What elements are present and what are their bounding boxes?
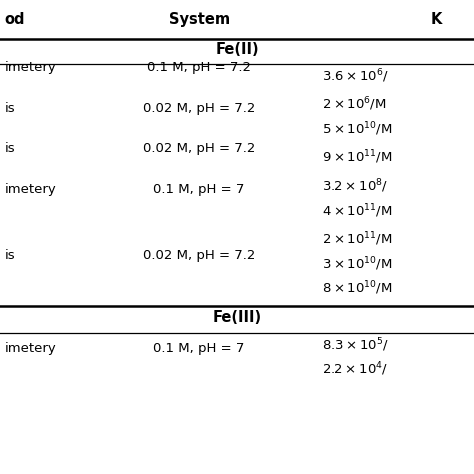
Text: 0.1 M, pH = 7: 0.1 M, pH = 7 (154, 183, 245, 196)
Text: $9\times10^{11}$/M: $9\times10^{11}$/M (322, 149, 393, 166)
Text: $2\times10^{6}$/M: $2\times10^{6}$/M (322, 96, 387, 113)
Text: is: is (5, 101, 15, 115)
Text: $4\times10^{11}$/M: $4\times10^{11}$/M (322, 202, 393, 219)
Text: Fe(II): Fe(II) (215, 42, 259, 57)
Text: $8\times10^{10}$/M: $8\times10^{10}$/M (322, 280, 393, 297)
Text: 0.02 M, pH = 7.2: 0.02 M, pH = 7.2 (143, 142, 255, 155)
Text: $5\times10^{10}$/M: $5\times10^{10}$/M (322, 120, 393, 138)
Text: Fe(III): Fe(III) (212, 310, 262, 326)
Text: is: is (5, 248, 15, 262)
Text: $3\times10^{10}$/M: $3\times10^{10}$/M (322, 255, 393, 273)
Text: imetery: imetery (5, 183, 56, 196)
Text: imetery: imetery (5, 342, 56, 355)
Text: imetery: imetery (5, 61, 56, 74)
Text: System: System (169, 12, 229, 27)
Text: $2\times10^{11}$/M: $2\times10^{11}$/M (322, 230, 393, 248)
Text: 0.02 M, pH = 7.2: 0.02 M, pH = 7.2 (143, 248, 255, 262)
Text: od: od (5, 12, 25, 27)
Text: 0.1 M, pH = 7: 0.1 M, pH = 7 (154, 342, 245, 355)
Text: $8.3\times10^{5}/$: $8.3\times10^{5}/$ (322, 336, 389, 354)
Text: 0.1 M, pH = 7.2: 0.1 M, pH = 7.2 (147, 61, 251, 74)
Text: is: is (5, 142, 15, 155)
Text: $3.6\times10^{6}/$: $3.6\times10^{6}/$ (322, 67, 389, 85)
Text: $2.2\times10^{4}/$: $2.2\times10^{4}/$ (322, 361, 389, 378)
Text: K: K (430, 12, 442, 27)
Text: $3.2\times10^{8}/$: $3.2\times10^{8}/$ (322, 177, 389, 195)
Text: 0.02 M, pH = 7.2: 0.02 M, pH = 7.2 (143, 101, 255, 115)
